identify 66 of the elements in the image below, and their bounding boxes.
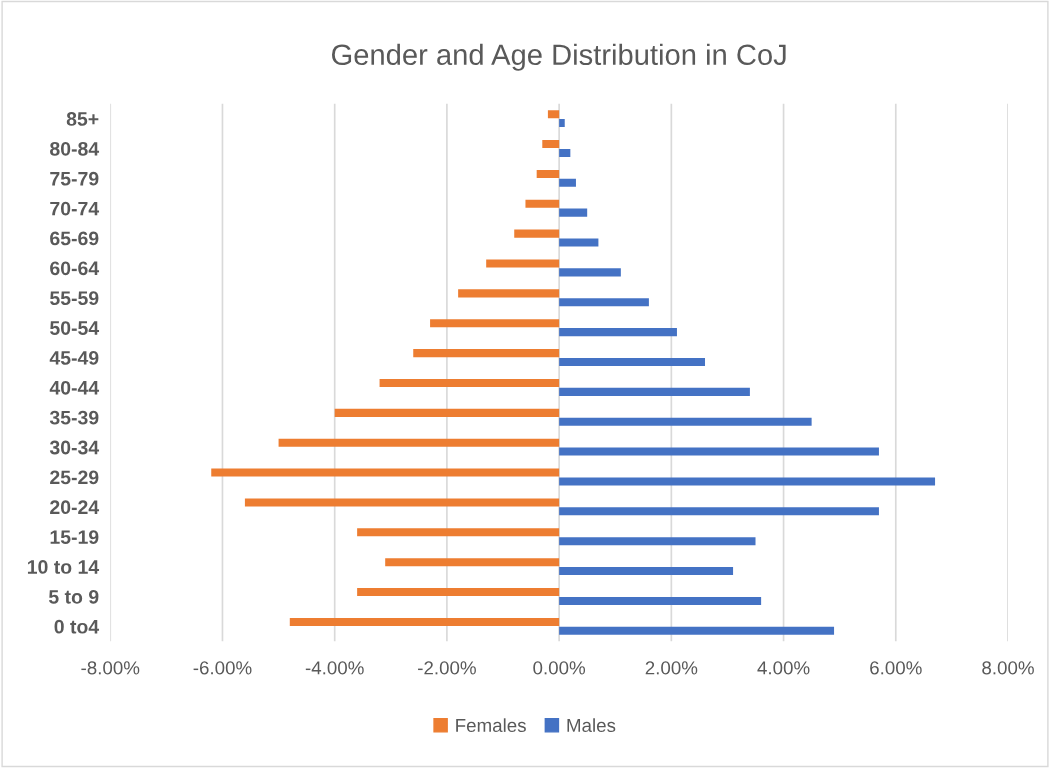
y-tick-label: 70-74 (50, 201, 100, 216)
bar (559, 447, 879, 456)
y-tick-label: 40-44 (49, 380, 100, 395)
y-tick-label: 30-34 (49, 440, 100, 455)
y-tick-label: 25-29 (50, 470, 99, 485)
bar (357, 588, 560, 597)
bar (244, 498, 560, 507)
x-tick-label: 0.00% (533, 661, 586, 675)
bar (559, 268, 621, 277)
bar (525, 199, 560, 208)
y-tick-label: 85+ (66, 112, 99, 126)
y-tick-label: 10 to 14 (27, 560, 100, 574)
bar (559, 507, 879, 516)
bar (211, 468, 560, 477)
bar (559, 238, 599, 247)
bar (559, 417, 812, 426)
x-tick-label: -6.00% (193, 661, 252, 675)
bar (536, 169, 560, 178)
bar (357, 528, 560, 537)
bar (559, 328, 677, 337)
bar (559, 537, 756, 546)
bar (458, 289, 560, 298)
x-tick-label: -8.00% (81, 661, 140, 675)
bar (559, 119, 565, 128)
x-tick-label: 6.00% (870, 661, 922, 675)
y-tick-label: 15-19 (50, 530, 99, 544)
y-tick-label: 60-64 (50, 261, 100, 276)
x-tick-label: -2.00% (418, 661, 476, 675)
x-tick-label: 2.00% (645, 661, 698, 675)
bar (559, 477, 936, 486)
x-tick-label: 4.00% (757, 661, 810, 675)
y-tick-label: 65-69 (50, 231, 99, 246)
y-tick-label: 50-54 (50, 321, 100, 335)
y-tick-label: 75-79 (50, 171, 99, 186)
legend-label: Females (456, 718, 526, 733)
bar (559, 357, 706, 367)
y-tick-label: 80-84 (50, 141, 100, 156)
bar (278, 438, 560, 447)
legend-label: Males (567, 718, 616, 733)
bar (559, 178, 576, 187)
bar (559, 626, 835, 635)
bar (559, 148, 571, 157)
bar (559, 387, 750, 396)
y-tick-label: 0 to4 (54, 619, 100, 634)
y-tick-label: 55-59 (50, 291, 99, 306)
bar (379, 378, 560, 388)
bar (547, 110, 560, 119)
bar (559, 298, 649, 307)
bar (559, 567, 734, 576)
y-tick-label: 20-24 (50, 500, 100, 515)
bar (542, 140, 560, 149)
chart-title: Gender and Age Distribution in CoJ (332, 43, 786, 71)
y-tick-label: 5 to 9 (48, 589, 99, 604)
bar (559, 596, 762, 605)
bar (486, 259, 560, 268)
bar (413, 349, 560, 358)
bar (430, 319, 560, 328)
bar (385, 558, 560, 567)
y-tick-label: 35-39 (49, 410, 99, 425)
bar (289, 617, 560, 626)
x-tick-label: -4.00% (305, 661, 364, 675)
bar (559, 208, 588, 217)
x-tick-label: 8.00% (982, 661, 1034, 675)
bar (514, 229, 560, 238)
y-tick-label: 45-49 (49, 351, 99, 365)
bar (334, 408, 560, 417)
